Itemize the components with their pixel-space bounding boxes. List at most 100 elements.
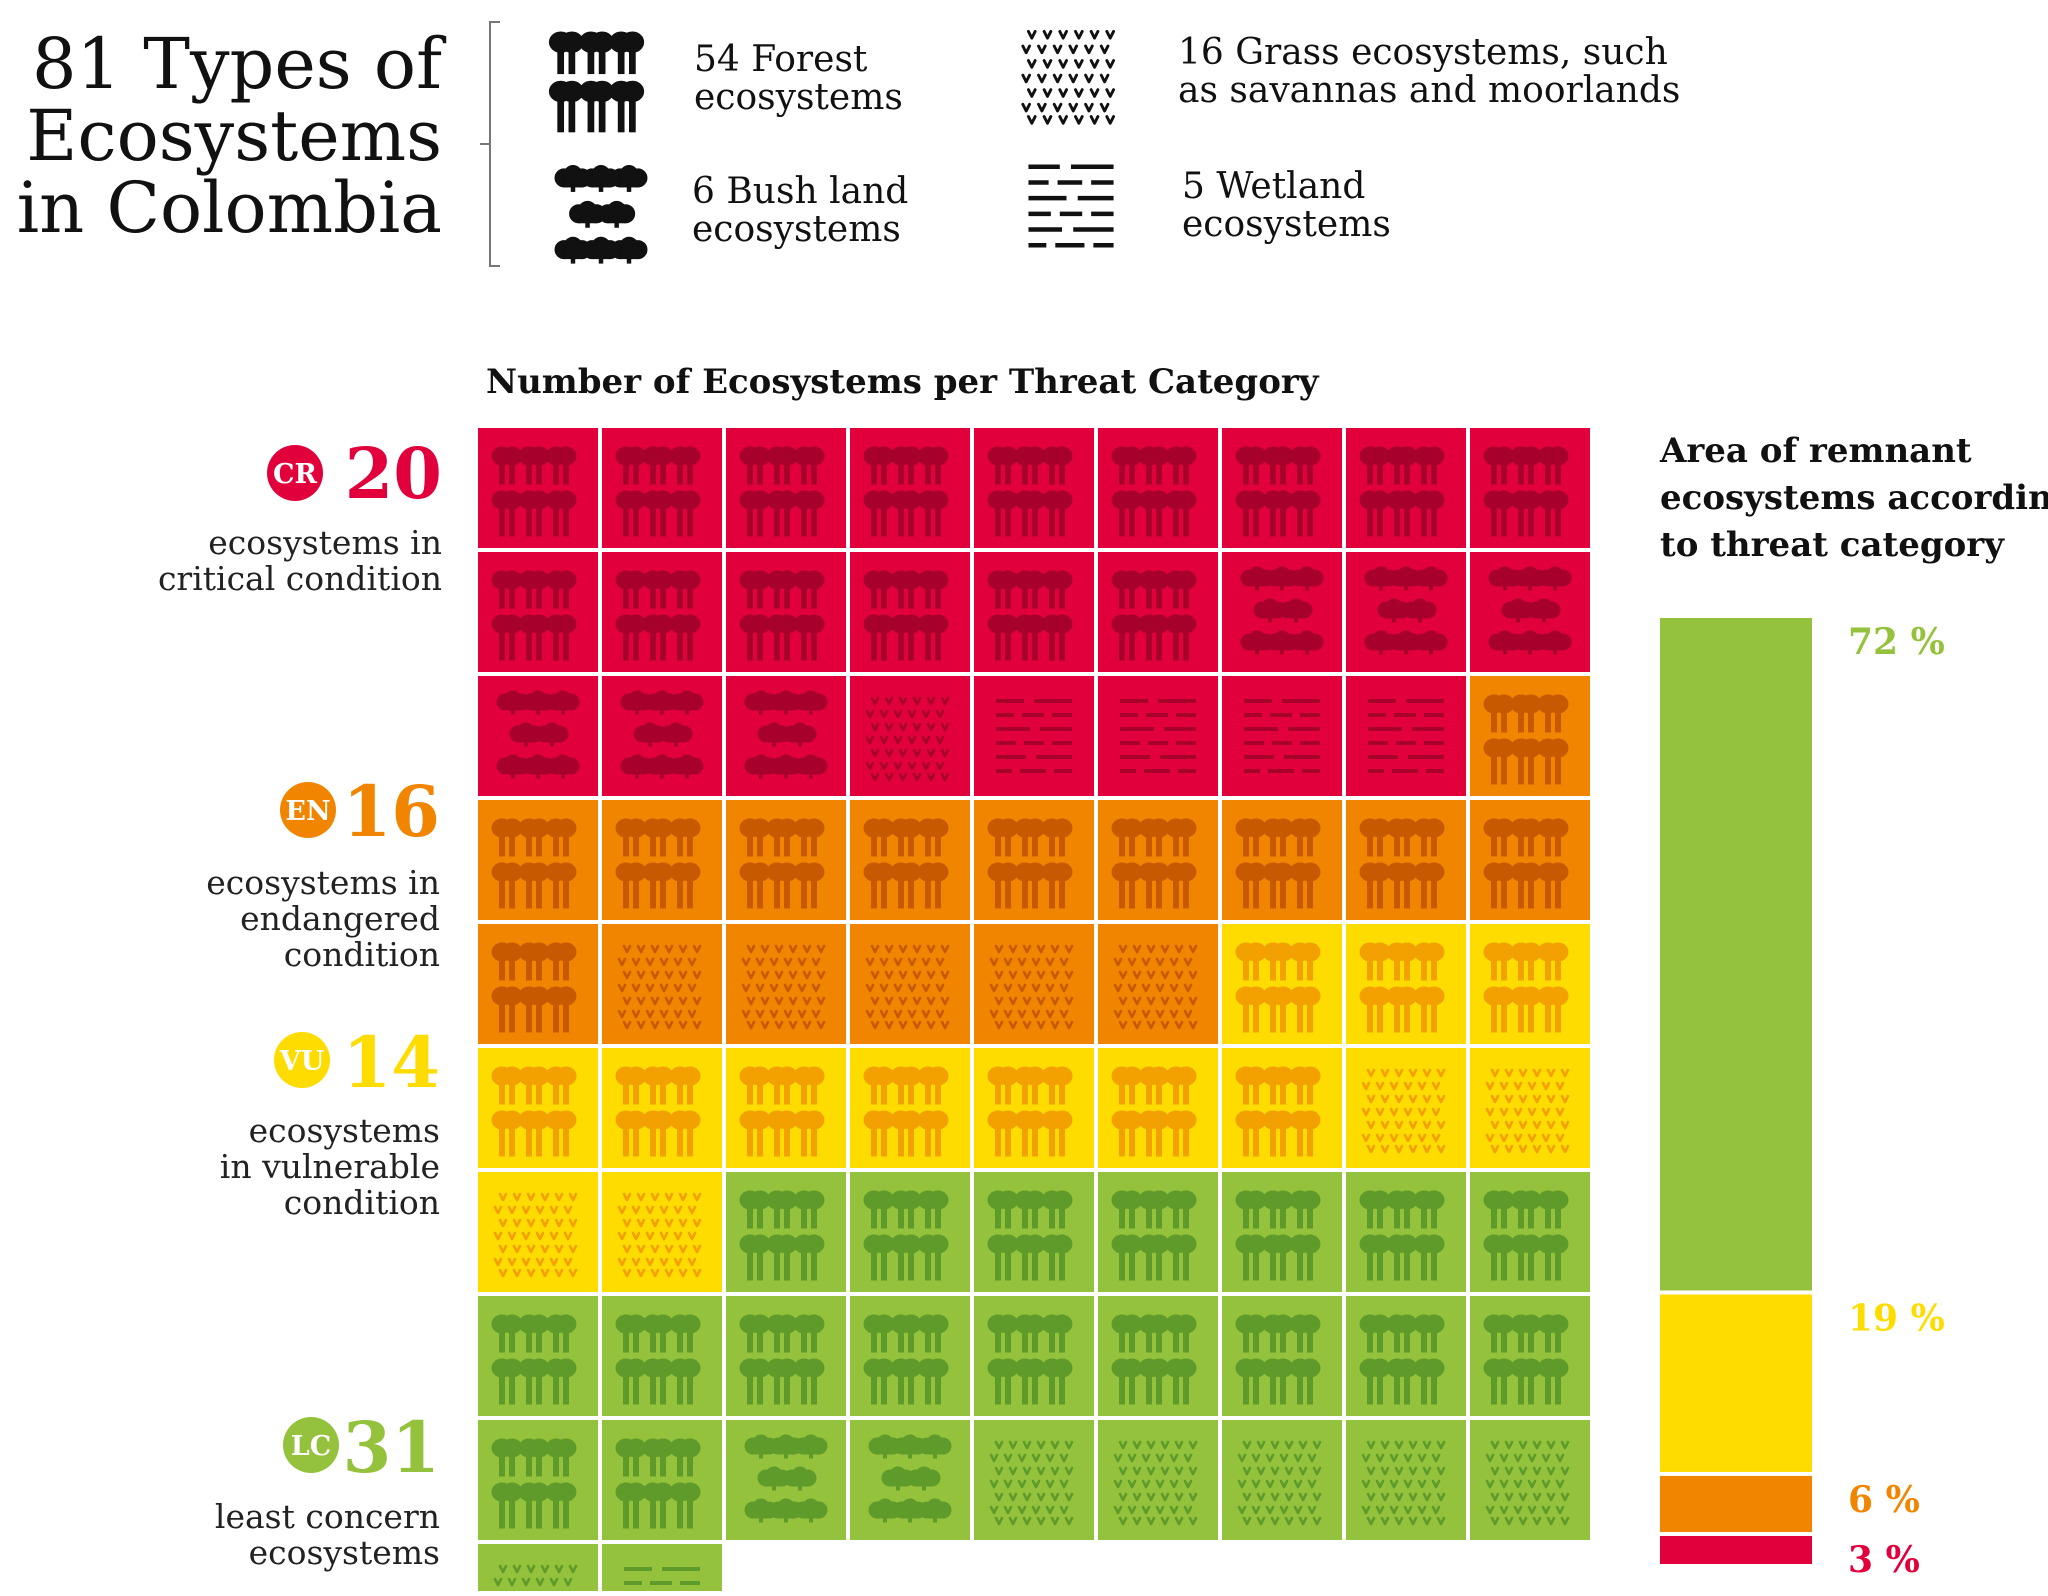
grid-cell-vu-grass [478,1172,598,1292]
grid-cell-vu-grass [1470,1048,1590,1168]
grid-cell-en-forest [1222,800,1342,920]
grid-cell-cr-forest [1098,552,1218,672]
grid-cell-lc-grass [1346,1420,1466,1540]
area-title-line-3: to threat category [1660,525,2005,565]
grid-cell-cr-bush [1346,552,1466,672]
grid-cell-en-forest [478,800,598,920]
category-lc-label: LC 31 least concern ecosystems [215,1406,440,1572]
grid-cell-vu-grass [1346,1048,1466,1168]
grid-cell-cr-bush [478,676,598,796]
grid-cell-cr-forest [850,428,970,548]
grid-cell-lc-forest [1470,1172,1590,1292]
category-vu-count: 14 [343,1021,440,1104]
grid-cell-cr-bush [1470,552,1590,672]
grid-cell-lc-forest [974,1172,1094,1292]
area-bar-lc [1660,618,1812,1291]
grass-icon [1023,31,1114,123]
grid-cell-lc-forest [1346,1296,1466,1416]
category-vu-desc-2: in vulnerable [220,1147,440,1186]
category-lc-desc-2: ecosystems [249,1533,440,1572]
grid-cell-en-grass [850,924,970,1044]
grid-cell-en-forest [1470,676,1590,796]
page-title-line-1: 81 Types of [32,23,447,105]
grid-cell-lc-forest [478,1420,598,1540]
grid-cell-vu-forest [1098,1048,1218,1168]
area-label-vu: 19 % [1848,1297,1945,1339]
grid-cell-en-forest [974,800,1094,920]
grid-cell-cr-wetland [1098,676,1218,796]
wetland-icon [1028,167,1113,245]
area-bar-cr [1660,1535,1812,1564]
grid-cell-cr-wetland [1222,676,1342,796]
legend-bush-line-2: ecosystems [692,209,901,250]
category-cr-desc-1: ecosystems in [208,523,442,562]
grid-cell-cr-wetland [974,676,1094,796]
area-bar-vu [1660,1294,1812,1472]
grid-cell-vu-forest [602,1048,722,1168]
grid-cell-lc-forest [602,1420,722,1540]
grid-cell-cr-forest [850,552,970,672]
grid-cell-en-forest [602,800,722,920]
area-label-en: 6 % [1848,1479,1920,1521]
grid-cell-lc-grass [1222,1420,1342,1540]
grid-cell-lc-forest [1222,1172,1342,1292]
grid-cell-en-grass [602,924,722,1044]
grid-cell-lc-forest [478,1296,598,1416]
grid-cell-cr-forest [974,552,1094,672]
grid-cell-en-forest [1098,800,1218,920]
category-lc-badge [283,1417,339,1473]
category-en-label: EN 16 ecosystems in endangered condition [206,770,440,974]
grid-cell-en-forest [1470,800,1590,920]
area-title-line-2: ecosystems according [1660,478,2048,518]
grid-title: Number of Ecosystems per Threat Category [486,362,1320,402]
grid-cell-lc-grass [1470,1420,1590,1540]
grid-cell-cr-bush [726,676,846,796]
grid-cell-lc-grass [974,1420,1094,1540]
grid-cell-cr-forest [974,428,1094,548]
legend-grass-line-2: as savannas and moorlands [1178,70,1680,111]
category-en-code: EN [285,796,330,827]
page-title-line-2: Ecosystems [26,95,442,177]
category-vu-desc-3: condition [284,1183,440,1222]
grid-cell-vu-forest [1222,924,1342,1044]
grid-cell-cr-forest [1222,428,1342,548]
grid-cell-cr-forest [1470,428,1590,548]
grid-cell-vu-forest [726,1048,846,1168]
category-en-count: 16 [343,770,440,853]
area-bar-chart: 72 % 19 % 6 % 3 % [1660,618,1945,1581]
forest-icon [548,31,645,133]
grid-cell-cr-forest [1098,428,1218,548]
grid-cell-lc-forest [1098,1296,1218,1416]
category-cr-badge [267,445,323,501]
grid-cell-en-forest [726,800,846,920]
area-title-line-1: Area of remnant [1659,431,1972,471]
page-title-line-3: in Colombia [17,167,442,249]
category-en-badge [280,782,336,838]
legend-forest-line-2: ecosystems [694,77,903,118]
category-cr-label: CR 20 ecosystems in critical condition [158,432,442,598]
legend-forest-line-1: 54 Forest [694,39,868,80]
grid-cell-lc-bush [726,1420,846,1540]
grid-cell-cr-forest [478,428,598,548]
grid-cell-en-grass [726,924,846,1044]
grid-cell-vu-forest [1346,924,1466,1044]
legend-wetland-line-1: 5 Wetland [1182,166,1365,207]
grid-cell-lc-grass [1098,1420,1218,1540]
area-bar-en [1660,1475,1812,1532]
legend-bracket [480,21,500,267]
grid-cell-cr-forest [726,552,846,672]
category-vu-label: VU 14 ecosystems in vulnerable condition [220,1021,440,1222]
grid-cell-lc-forest [602,1296,722,1416]
legend-grass-line-1: 16 Grass ecosystems, such [1178,32,1668,73]
bush-icon [555,166,647,263]
category-en-desc-1: ecosystems in [206,863,440,902]
grid-cell-en-forest [850,800,970,920]
grid-cell-cr-forest [602,428,722,548]
category-en-desc-2: endangered [240,899,440,938]
grid-cell-cr-forest [1346,428,1466,548]
grid-cell-lc-bush [850,1420,970,1540]
legend-bush-line-1: 6 Bush land [692,171,908,212]
grid-cell-en-grass [974,924,1094,1044]
category-vu-code: VU [279,1046,325,1077]
